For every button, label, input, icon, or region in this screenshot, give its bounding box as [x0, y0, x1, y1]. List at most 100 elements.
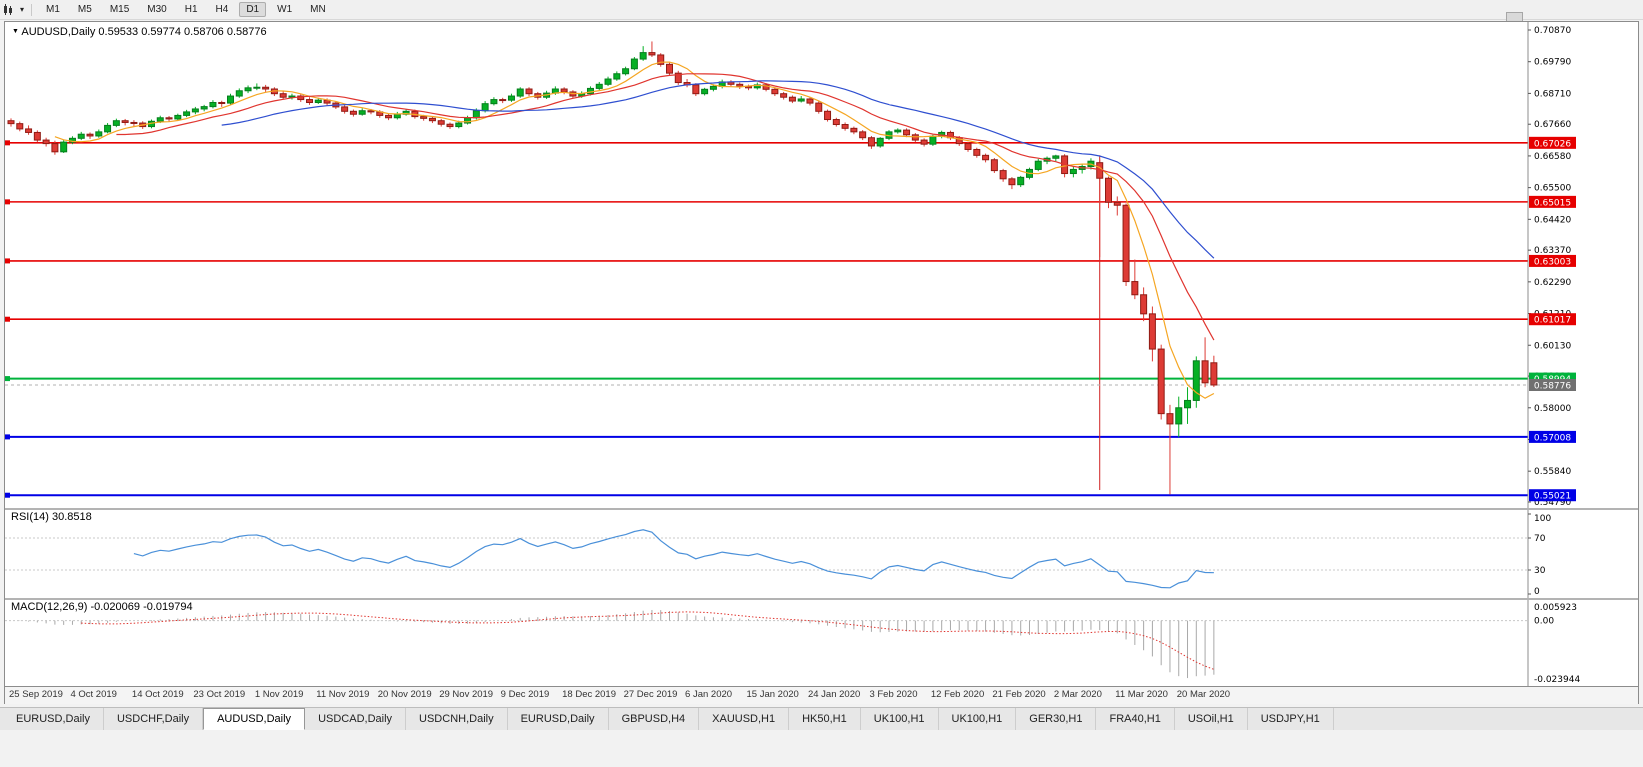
date-axis-label: 29 Nov 2019 — [439, 689, 493, 700]
rsi-canvas: 100 70 30 0 — [5, 510, 1638, 598]
date-axis-label: 25 Sep 2019 — [9, 689, 63, 700]
date-axis-label: 15 Jan 2020 — [747, 689, 799, 700]
date-axis[interactable]: 25 Sep 2019 4 Oct 2019 14 Oct 2019 23 Oct 2… — [5, 686, 1638, 704]
price-axis-label: 0.58000 — [1534, 404, 1571, 414]
chart-tab-eurusd-daily[interactable]: EURUSD,Daily — [508, 708, 609, 730]
date-axis-label: 1 Nov 2019 — [255, 689, 304, 700]
svg-text:0.58776: 0.58776 — [1534, 381, 1571, 391]
price-axis-label: 0.63370 — [1534, 246, 1571, 256]
level-left-marker — [5, 258, 10, 263]
level-left-marker — [5, 317, 10, 322]
date-axis-label: 4 Oct 2019 — [70, 689, 116, 700]
svg-text:0.65015: 0.65015 — [1534, 198, 1571, 208]
timeframe-button-M5[interactable]: M5 — [71, 2, 99, 17]
price-axis-label: 0.66580 — [1534, 152, 1571, 162]
chart-tab-uk100-h1[interactable]: UK100,H1 — [861, 708, 939, 730]
level-line-0.63003[interactable] — [5, 258, 1528, 263]
chart-tab-usdcad-daily[interactable]: USDCAD,Daily — [305, 708, 406, 730]
date-axis-label: 3 Feb 2020 — [869, 689, 917, 700]
level-left-marker — [5, 493, 10, 498]
ma-line-6 — [55, 62, 1214, 398]
level-line-0.67026[interactable] — [5, 140, 1528, 145]
timeframe-button-W1[interactable]: W1 — [270, 2, 299, 17]
rsi-axis-label: 70 — [1534, 534, 1546, 544]
chart-tab-eurusd-daily[interactable]: EURUSD,Daily — [3, 708, 104, 730]
svg-text:0.63003: 0.63003 — [1534, 257, 1571, 267]
price-level-badge: 0.67026 — [1529, 137, 1576, 150]
level-line-0.65015[interactable] — [5, 199, 1528, 204]
chart-tab-hk50-h1[interactable]: HK50,H1 — [789, 708, 861, 730]
date-axis-label: 20 Nov 2019 — [378, 689, 432, 700]
timeframe-button-group: M1 M5 M15 M30 H1 H4D1 W1 MN — [37, 2, 335, 17]
candlestick-series — [8, 41, 1217, 494]
main-chart-panel[interactable]: 0.708700.697900.687100.676600.665800.655… — [5, 22, 1638, 508]
chart-tab-uk100-h1[interactable]: UK100,H1 — [939, 708, 1017, 730]
macd-axis-label: 0.005923 — [1534, 603, 1577, 613]
price-axis-label: 0.60130 — [1534, 341, 1571, 351]
rsi-axis-label: 100 — [1534, 514, 1551, 524]
chart-tab-audusd-daily[interactable]: AUDUSD,Daily — [203, 708, 305, 730]
macd-signal-line — [81, 612, 1214, 670]
svg-text:0.55021: 0.55021 — [1534, 492, 1571, 502]
rsi-axis-label: 30 — [1534, 566, 1546, 576]
date-axis-label: 14 Oct 2019 — [132, 689, 184, 700]
date-axis-label: 27 Dec 2019 — [624, 689, 678, 700]
price-level-badge: 0.57008 — [1529, 431, 1576, 444]
timeframe-button-M15[interactable]: M15 — [103, 2, 136, 17]
chart-title: AUDUSD,Daily 0.59533 0.59774 0.58706 0.5… — [21, 26, 266, 38]
date-axis-label: 6 Jan 2020 — [685, 689, 732, 700]
top-toolbar: ▾ M1 M5 M15 M30 H1 H4D1 W1 MN — [0, 0, 1643, 20]
rsi-indicator-label: RSI(14) 30.8518 — [11, 511, 92, 523]
chart-tab-gbpusd-h4[interactable]: GBPUSD,H4 — [609, 708, 700, 730]
svg-text:0.67026: 0.67026 — [1534, 139, 1571, 149]
price-axis-label: 0.55840 — [1534, 467, 1571, 477]
chevron-down-icon[interactable]: ▾ — [20, 5, 24, 14]
level-line-0.61017[interactable] — [5, 317, 1528, 322]
date-axis-label: 12 Feb 2020 — [931, 689, 984, 700]
chart-tab-xauusd-h1[interactable]: XAUUSD,H1 — [699, 708, 789, 730]
chart-tab-usoil-h1[interactable]: USOil,H1 — [1175, 708, 1248, 730]
timeframe-button-M1[interactable]: M1 — [39, 2, 67, 17]
price-axis-label: 0.64420 — [1534, 215, 1571, 225]
level-line-0.55021[interactable] — [5, 493, 1528, 498]
price-level-badge: 0.55021 — [1529, 489, 1576, 502]
main-chart-canvas[interactable]: 0.708700.697900.687100.676600.665800.655… — [5, 22, 1638, 508]
chart-window: 0.708700.697900.687100.676600.665800.655… — [4, 21, 1639, 704]
timeframe-button-MN[interactable]: MN — [303, 2, 333, 17]
macd-canvas: 0.0059230.00-0.023944 — [5, 600, 1638, 686]
chart-tab-usdcnh-daily[interactable]: USDCNH,Daily — [406, 708, 508, 730]
level-left-marker — [5, 376, 10, 381]
chart-title-bar: ▼ AUDUSD,Daily 0.59533 0.59774 0.58706 0… — [12, 26, 267, 38]
price-axis-label: 0.67660 — [1534, 120, 1571, 130]
timeframe-button-H1[interactable]: H1 — [178, 2, 205, 17]
chart-tab-fra40-h1[interactable]: FRA40,H1 — [1096, 708, 1174, 730]
price-axis-label: 0.69790 — [1534, 58, 1571, 68]
macd-indicator-label: MACD(12,26,9) -0.020069 -0.019794 — [11, 601, 193, 613]
timeframe-button-D1[interactable]: D1 — [239, 2, 266, 17]
level-left-marker — [5, 140, 10, 145]
rsi-axis-label: 0 — [1534, 587, 1540, 597]
rsi-panel[interactable]: 100 70 30 0 RSI(14) 30.8518 — [5, 510, 1638, 598]
date-axis-label: 9 Dec 2019 — [501, 689, 550, 700]
macd-axis-label: 0.00 — [1534, 617, 1554, 627]
level-line-0.58994[interactable] — [5, 376, 1528, 381]
timeframe-button-M30[interactable]: M30 — [140, 2, 173, 17]
chart-tab-ger30-h1[interactable]: GER30,H1 — [1016, 708, 1096, 730]
symbol-dropdown-icon[interactable]: ▼ — [12, 28, 19, 35]
macd-panel[interactable]: 0.0059230.00-0.023944 MACD(12,26,9) -0.0… — [5, 600, 1638, 686]
date-axis-label: 21 Feb 2020 — [992, 689, 1045, 700]
price-axis-label: 0.68710 — [1534, 89, 1571, 99]
chart-type-icon[interactable] — [2, 4, 16, 16]
date-axis-label: 11 Nov 2019 — [316, 689, 369, 700]
price-level-badge: 0.61017 — [1529, 313, 1576, 326]
svg-text:0.61017: 0.61017 — [1534, 316, 1571, 326]
level-left-marker — [5, 434, 10, 439]
chart-tab-usdjpy-h1[interactable]: USDJPY,H1 — [1248, 708, 1334, 730]
date-axis-label: 23 Oct 2019 — [193, 689, 245, 700]
price-level-badge: 0.65015 — [1529, 196, 1576, 209]
chart-tab-usdchf-daily[interactable]: USDCHF,Daily — [104, 708, 203, 730]
price-level-badge: 0.58776 — [1529, 379, 1576, 392]
svg-text:0.57008: 0.57008 — [1534, 433, 1571, 443]
level-line-0.57008[interactable] — [5, 434, 1528, 439]
timeframe-button-H4[interactable]: H4 — [209, 2, 236, 17]
